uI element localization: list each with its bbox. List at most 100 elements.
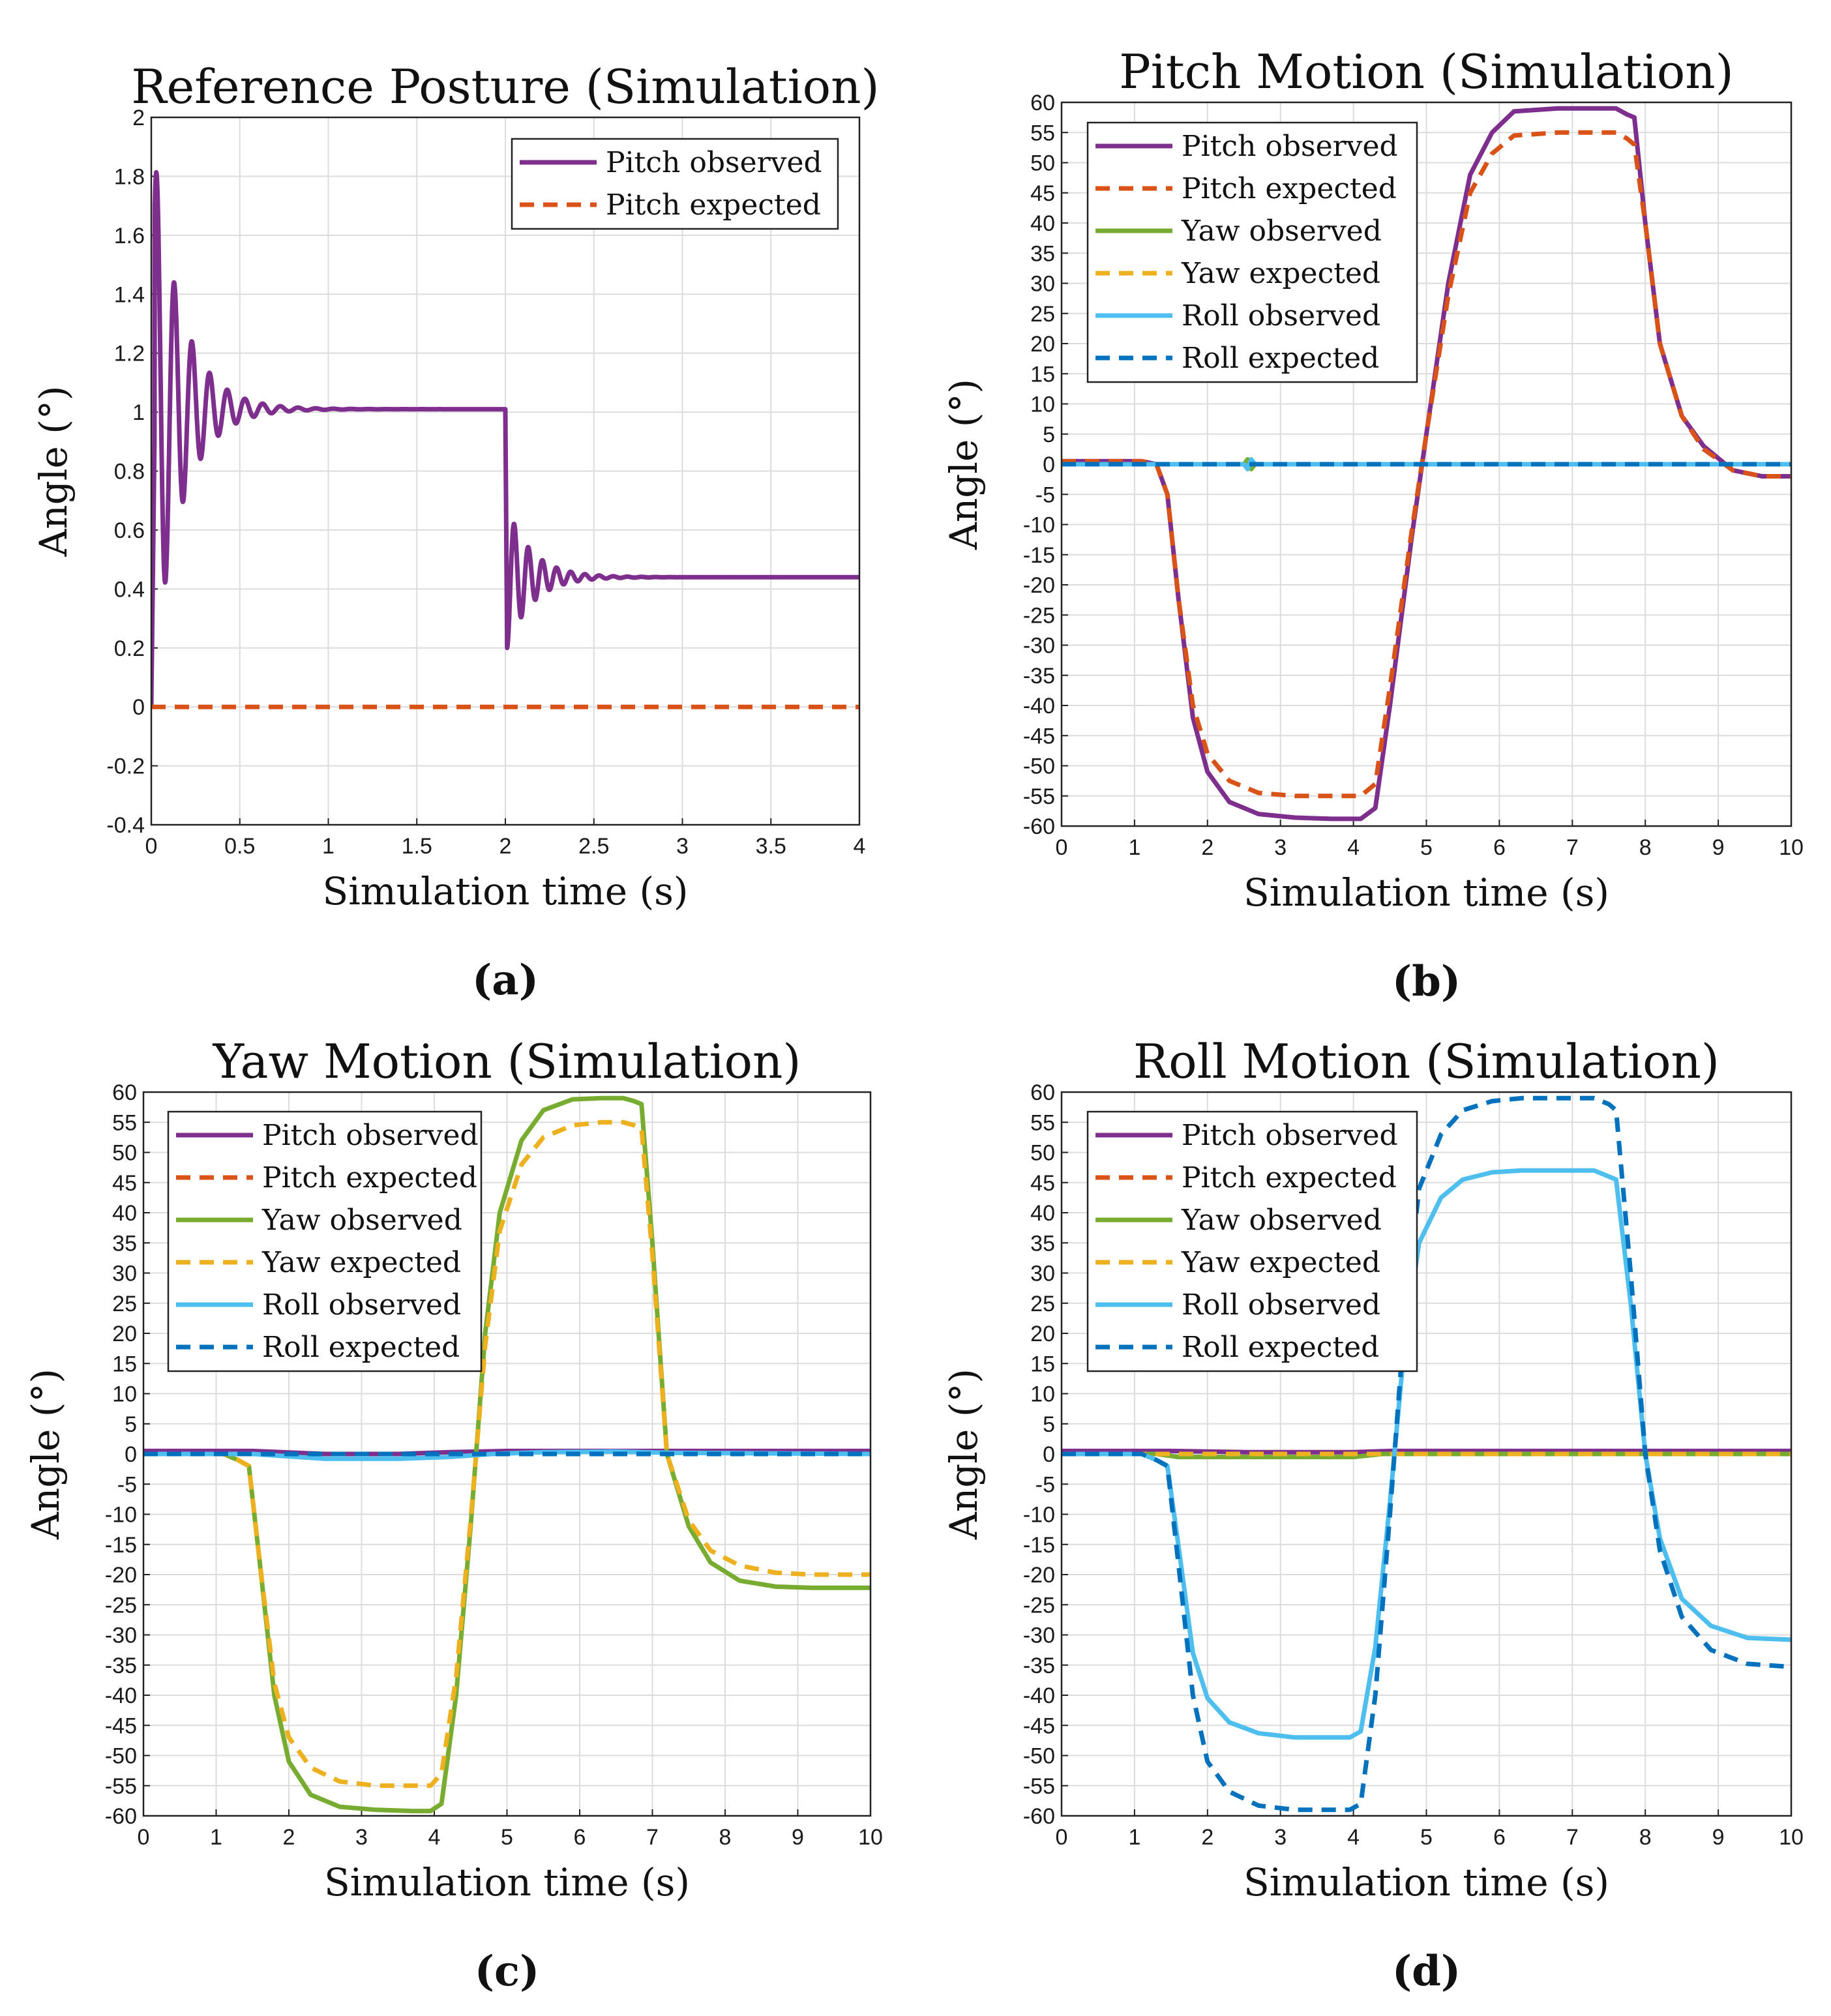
legend-label: Roll observed: [1182, 1288, 1380, 1322]
y-tick-label: -50: [1023, 1744, 1055, 1769]
y-tick-label: -0.2: [106, 754, 145, 779]
x-tick-label: 0.5: [224, 834, 255, 859]
y-tick-label: 40: [1030, 211, 1055, 236]
y-tick-label: -45: [105, 1713, 137, 1738]
y-tick-label: -40: [1023, 694, 1055, 719]
legend-label: Pitch expected: [1182, 1161, 1397, 1194]
x-tick-label: 3: [1274, 835, 1287, 860]
x-tick-label: 0: [1056, 1825, 1068, 1850]
y-tick-label: -15: [1023, 543, 1055, 568]
y-tick-label: -5: [1035, 482, 1055, 507]
y-tick-label: 20: [112, 1322, 137, 1346]
y-tick-label: 20: [1030, 332, 1055, 357]
y-tick-label: -55: [105, 1774, 137, 1799]
x-tick-label: 7: [1566, 835, 1579, 860]
x-tick-label: 2: [283, 1825, 295, 1850]
y-tick-label: 10: [112, 1382, 137, 1407]
y-tick-label: 0.2: [114, 636, 145, 661]
y-tick-label: 0: [132, 695, 145, 720]
legend-box: [511, 138, 839, 230]
x-axis-label: Simulation time (s): [1243, 870, 1609, 915]
legend-label: Pitch expected: [606, 188, 821, 222]
y-tick-label: -40: [1023, 1683, 1055, 1708]
plot-frame: [1060, 101, 1793, 827]
y-tick-label: 0: [125, 1442, 137, 1467]
chart-title: Reference Posture (Simulation): [131, 59, 879, 114]
y-tick-label: 40: [112, 1201, 137, 1226]
x-axis-label: Simulation time (s): [324, 1860, 690, 1905]
plot-area: [143, 1095, 871, 1814]
y-tick-label: 20: [1030, 1322, 1055, 1346]
y-axis-label: Angle (°): [31, 386, 76, 557]
y-tick-label: 45: [1030, 1171, 1055, 1196]
y-tick-label: 30: [112, 1262, 137, 1286]
y-axis-label: Angle (°): [942, 1369, 986, 1540]
y-tick-label: 25: [112, 1292, 137, 1316]
panel-caption: (a): [472, 956, 539, 1005]
x-tick-label: 3: [355, 1825, 368, 1850]
y-tick-label: -40: [105, 1683, 137, 1708]
legend: Pitch observed Pitch expected Yaw observed…: [1086, 1110, 1418, 1372]
legend-label: Roll expected: [1182, 1331, 1379, 1364]
legend-label: Pitch observed: [1182, 130, 1398, 163]
chart-c: 0 1 2 3 4 5 6 7 8 9 10-60-55-50-45-40-35-30-25-20-…: [23, 1034, 883, 1996]
y-tick-label: -10: [105, 1503, 137, 1528]
legend: Pitch observed Pitch expected Yaw observed…: [167, 1110, 483, 1372]
legend-label: Roll expected: [262, 1331, 460, 1364]
y-tick-label: -5: [1035, 1472, 1055, 1497]
y-tick-label: 5: [1043, 422, 1055, 447]
x-tick-label: 10: [1779, 1825, 1804, 1850]
plot-area: [1062, 106, 1791, 822]
x-tick-label: 0: [145, 834, 158, 859]
y-tick-label: 60: [112, 1080, 137, 1105]
x-tick-label: 5: [501, 1825, 513, 1850]
y-tick-label: 60: [1030, 1080, 1055, 1105]
y-tick-label: 50: [112, 1141, 137, 1166]
y-tick-label: 45: [1030, 181, 1055, 206]
x-tick-label: 4: [1347, 1825, 1360, 1850]
y-tick-label: -20: [1023, 1563, 1055, 1588]
legend-label: Pitch observed: [606, 146, 822, 179]
y-tick-label: 5: [1043, 1412, 1055, 1437]
legend-label: Pitch observed: [1182, 1119, 1398, 1152]
legend-box: [167, 1110, 483, 1372]
y-tick-label: -35: [105, 1653, 137, 1678]
chart-title: Yaw Motion (Simulation): [213, 1034, 801, 1089]
y-tick-label: 5: [125, 1412, 137, 1437]
legend-label: Yaw expected: [1181, 257, 1380, 290]
x-tick-label: 9: [1712, 835, 1725, 860]
y-tick-label: -10: [1023, 513, 1055, 538]
x-tick-label: 6: [1493, 835, 1506, 860]
x-axis-label: Simulation time (s): [323, 869, 689, 913]
y-tick-label: 0.8: [114, 460, 145, 484]
y-tick-label: 15: [1030, 1352, 1055, 1376]
x-tick-label: 5: [1420, 835, 1433, 860]
y-tick-label: 2: [132, 106, 145, 130]
legend-label: Roll observed: [262, 1288, 461, 1322]
x-tick-label: 3: [1274, 1825, 1287, 1850]
y-tick-label: -25: [105, 1593, 137, 1618]
series-line-pitch-observed: [151, 170, 859, 707]
x-tick-label: 6: [574, 1825, 586, 1850]
y-tick-label: 55: [112, 1110, 137, 1135]
x-tick-label: 2: [499, 834, 512, 859]
x-tick-label: 5: [1420, 1825, 1433, 1850]
y-tick-label: -60: [105, 1804, 137, 1829]
y-tick-label: -50: [105, 1744, 137, 1769]
legend-label: Pitch expected: [262, 1161, 477, 1194]
x-tick-label: 4: [854, 834, 866, 859]
y-tick-label: 15: [112, 1352, 137, 1376]
series-line-pitch-observed: [143, 1448, 871, 1457]
x-axis-label: Simulation time (s): [1243, 1860, 1609, 1905]
y-tick-label: 1.4: [114, 282, 145, 307]
x-tick-label: 0: [138, 1825, 150, 1850]
y-tick-label: 1: [132, 400, 145, 425]
x-tick-label: 0: [1056, 835, 1068, 860]
y-tick-label: -5: [117, 1472, 137, 1497]
y-tick-label: -25: [1023, 603, 1055, 628]
y-tick-label: 1.6: [114, 224, 145, 248]
y-tick-label: 10: [1030, 393, 1055, 417]
y-tick-label: 25: [1030, 1292, 1055, 1316]
x-tick-label: 1: [1128, 835, 1140, 860]
